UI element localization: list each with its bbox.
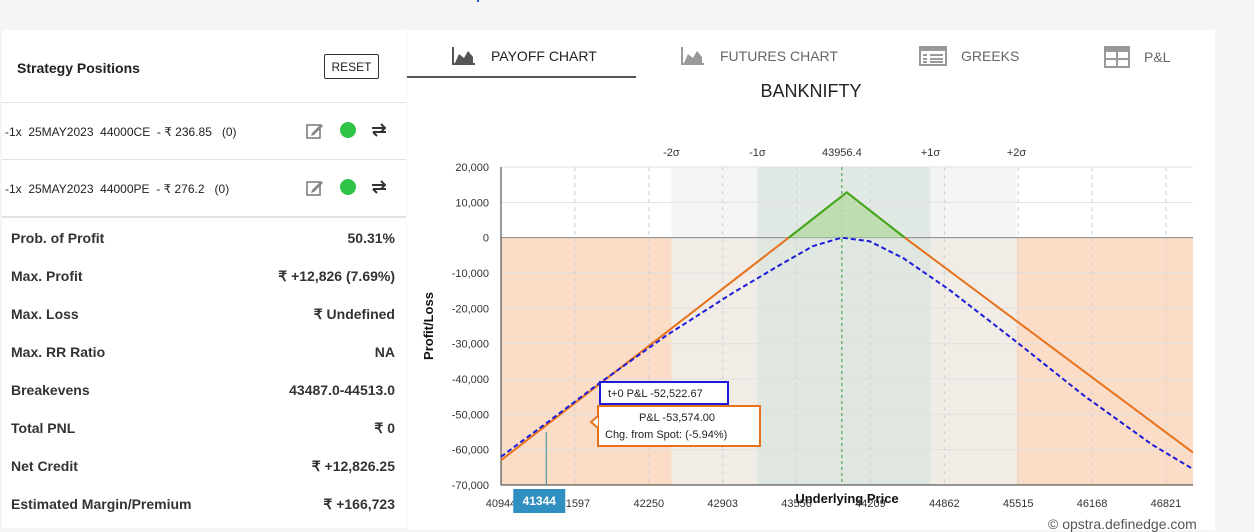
y-tick-label: 0 xyxy=(483,233,489,245)
x-tick-label: 45515 xyxy=(1003,498,1034,510)
tab-label: FUTURES CHART xyxy=(720,48,838,64)
y-axis-label: Profit/Loss xyxy=(421,292,436,360)
stat-value: 50.31% xyxy=(347,230,395,246)
pl-tooltip-change: Chg. from Spot: (-5.94%) xyxy=(605,429,727,441)
panel-title: Strategy Positions xyxy=(17,60,140,76)
y-tick-label: -70,000 xyxy=(452,480,489,492)
chart-title: BANKNIFTY xyxy=(760,81,861,101)
t0-pl-line xyxy=(500,236,1194,470)
stat-value: ₹ +12,826 (7.69%) xyxy=(278,268,395,284)
stat-value: ₹ 0 xyxy=(374,420,395,436)
footer-credit: © opstra.definedge.com xyxy=(1048,516,1197,532)
y-tick-label: -30,000 xyxy=(452,339,489,351)
stat-label: Max. Profit xyxy=(11,268,83,284)
y-tick-label: 10,000 xyxy=(455,197,489,209)
x-tick-label: 42903 xyxy=(707,498,738,510)
x-tick-label: 46168 xyxy=(1077,498,1108,510)
stat-label: Total PNL xyxy=(11,420,76,436)
position-text: -1x 25MAY2023 44000PE - ₹ 276.2 (0) xyxy=(5,182,230,196)
active-tab-underline xyxy=(407,76,636,78)
y-tick-label: -20,000 xyxy=(452,303,489,315)
table-list-icon xyxy=(919,46,947,66)
chart-panel: PAYOFF CHART FUTURES CHART GREEKS P&L BA… xyxy=(407,30,1215,530)
stat-row-net-credit: Net Credit ₹ +12,826.25 xyxy=(2,446,406,484)
pl-tooltip-pointer xyxy=(589,415,599,429)
stat-value: ₹ +166,723 xyxy=(323,496,395,512)
y-tick-label: 20,000 xyxy=(455,162,489,174)
sigma-label: +1σ xyxy=(921,147,941,159)
position-row: -1x 25MAY2023 44000PE - ₹ 276.2 (0) xyxy=(2,160,406,218)
x-tick-label: 40944 xyxy=(486,498,517,510)
stat-label: Breakevens xyxy=(11,382,90,398)
profit-region xyxy=(788,192,905,238)
x-tick-label: 42250 xyxy=(633,498,664,510)
area-chart-icon xyxy=(681,47,704,65)
active-toggle-icon[interactable] xyxy=(340,179,356,195)
sigma-label: 43956.4 xyxy=(822,147,862,159)
y-tick-label: -40,000 xyxy=(452,374,489,386)
payoff-chart[interactable]: BANKNIFTY Profit/Loss Underlying Price 2… xyxy=(407,60,1215,530)
position-row: -1x 25MAY2023 44000CE - ₹ 236.85 (0) xyxy=(2,103,406,160)
swap-icon[interactable] xyxy=(368,122,390,138)
strategy-positions-panel: Strategy Positions RESET -1x 25MAY2023 4… xyxy=(2,30,406,528)
x-tick-label: 43556 xyxy=(781,498,812,510)
x-axis-label: Underlying Price xyxy=(795,491,898,506)
area-chart-icon xyxy=(452,47,475,65)
tab-futures-chart[interactable]: FUTURES CHART xyxy=(680,46,838,66)
grid-icon xyxy=(1104,46,1130,68)
x-tick-label: 44209 xyxy=(855,498,886,510)
tab-payoff-chart[interactable]: PAYOFF CHART xyxy=(451,46,597,66)
t0-tooltip-box xyxy=(599,381,729,405)
reset-button[interactable]: RESET xyxy=(324,54,379,79)
y-tick-label: -10,000 xyxy=(452,268,489,280)
tab-label: P&L xyxy=(1144,49,1171,65)
stat-label: Estimated Margin/Premium xyxy=(11,496,192,512)
stat-label: Net Credit xyxy=(11,458,78,474)
stat-row-breakevens: Breakevens 43487.0-44513.0 xyxy=(2,370,406,408)
stat-value: 43487.0-44513.0 xyxy=(289,382,395,398)
swap-icon[interactable] xyxy=(368,179,390,195)
tab-pl[interactable]: P&L xyxy=(1104,46,1170,68)
t0-tooltip-text: t+0 P&L -52,522.67 xyxy=(608,388,703,400)
stat-row-total-pnl: Total PNL ₹ 0 xyxy=(2,408,406,446)
y-tick-label: -60,000 xyxy=(452,445,489,457)
y-tick-label: -50,000 xyxy=(452,409,489,421)
stat-row-max-loss: Max. Loss ₹ Undefined xyxy=(2,294,406,332)
edit-icon[interactable] xyxy=(305,122,325,140)
pl-tooltip-box xyxy=(597,405,761,447)
stat-label: Max. RR Ratio xyxy=(11,344,106,360)
stat-row-margin: Estimated Margin/Premium ₹ +166,723 xyxy=(2,484,406,522)
tab-label: PAYOFF CHART xyxy=(491,48,597,64)
sigma-label: +2σ xyxy=(1007,147,1027,159)
stat-label: Max. Loss xyxy=(11,306,79,322)
stat-row-rr-ratio: Max. RR Ratio NA xyxy=(2,332,406,370)
cursor-value-box xyxy=(513,489,566,513)
stat-value: ₹ +12,826.25 xyxy=(311,458,395,474)
cursor-value-label: 41344 xyxy=(523,494,557,508)
sigma-label: -2σ xyxy=(663,147,680,159)
x-tick-label: 46821 xyxy=(1151,498,1182,510)
position-text: -1x 25MAY2023 44000CE - ₹ 236.85 (0) xyxy=(5,125,237,139)
active-toggle-icon[interactable] xyxy=(340,122,356,138)
tab-greeks[interactable]: GREEKS xyxy=(919,46,1019,66)
stat-value: NA xyxy=(374,344,395,360)
stat-label: Prob. of Profit xyxy=(11,230,105,246)
tab-label: GREEKS xyxy=(961,48,1020,64)
x-tick-label: 44862 xyxy=(929,498,960,510)
top-marker xyxy=(477,0,479,2)
stat-value: ₹ Undefined xyxy=(313,306,395,322)
edit-icon[interactable] xyxy=(305,179,325,197)
pl-tooltip-text: P&L -53,574.00 xyxy=(639,412,715,424)
stat-row-max-profit: Max. Profit ₹ +12,826 (7.69%) xyxy=(2,256,406,294)
expiry-profit-line xyxy=(788,191,906,239)
x-tick-label: 41597 xyxy=(560,498,591,510)
stat-row-prob-profit: Prob. of Profit 50.31% xyxy=(2,218,406,256)
sigma-label: -1σ xyxy=(749,147,766,159)
panel-header: Strategy Positions RESET xyxy=(2,30,406,103)
